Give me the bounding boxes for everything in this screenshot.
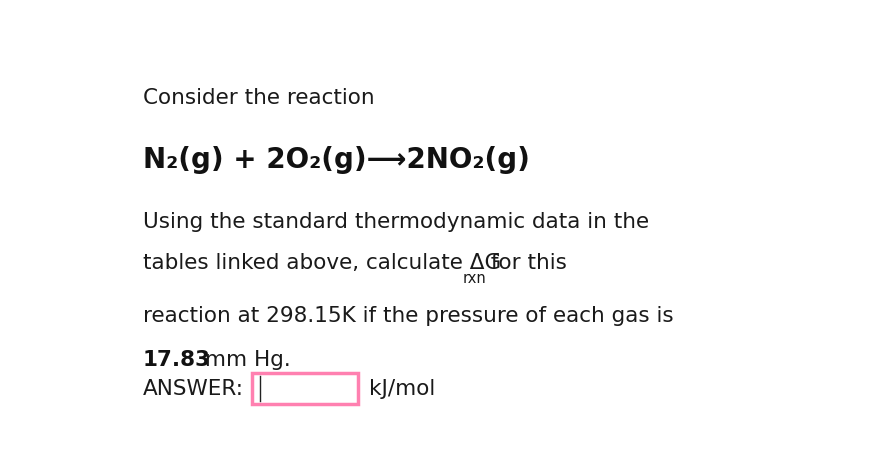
Text: N₂(g) + 2O₂(g)⟶2NO₂(g): N₂(g) + 2O₂(g)⟶2NO₂(g) [143, 146, 530, 174]
Text: rxn: rxn [462, 271, 486, 286]
Text: ANSWER:: ANSWER: [143, 379, 244, 399]
Text: for this: for this [484, 253, 567, 273]
Text: 17.83: 17.83 [143, 350, 211, 370]
Bar [252, 373, 358, 404]
Text: Using the standard thermodynamic data in the: Using the standard thermodynamic data in… [143, 212, 649, 232]
Text: mm Hg.: mm Hg. [198, 350, 291, 370]
Text: kJ/mol: kJ/mol [369, 379, 435, 399]
Text: tables linked above, calculate ΔG: tables linked above, calculate ΔG [143, 253, 501, 273]
Text: Consider the reaction: Consider the reaction [143, 88, 375, 109]
Text: reaction at 298.15K if the pressure of each gas is: reaction at 298.15K if the pressure of e… [143, 306, 673, 327]
